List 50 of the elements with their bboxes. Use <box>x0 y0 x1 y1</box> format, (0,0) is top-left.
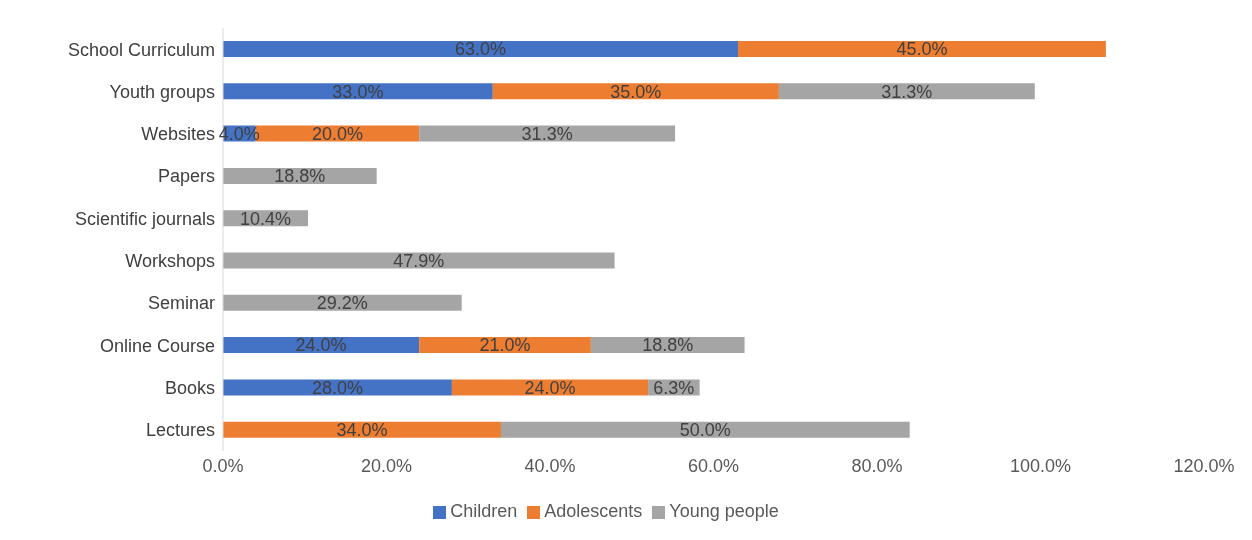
x-tick-label: 0.0% <box>202 455 244 476</box>
legend-label: Children <box>450 501 518 521</box>
y-tick-label: Workshops <box>125 251 215 272</box>
bar <box>492 83 779 100</box>
data-label: 6.3% <box>653 377 695 398</box>
y-tick-label: Seminar <box>147 293 215 314</box>
data-label: 45.0% <box>896 39 948 60</box>
x-tick-label: 40.0% <box>524 455 576 476</box>
data-label: 21.0% <box>479 335 531 356</box>
x-tick-label: 80.0% <box>851 455 903 476</box>
bar <box>223 294 462 311</box>
data-label: 35.0% <box>610 81 662 102</box>
data-label: 29.2% <box>316 293 368 314</box>
y-tick-label: Online Course <box>99 335 215 356</box>
data-label: 63.0% <box>454 39 507 60</box>
data-label: 34.0% <box>336 420 388 441</box>
x-tick-label: 120.0% <box>1173 455 1235 476</box>
data-label: 24.0% <box>524 377 576 398</box>
data-label: 31.3% <box>521 123 573 144</box>
bar <box>738 41 1106 57</box>
bar <box>778 83 1035 100</box>
data-label: 28.0% <box>311 377 363 398</box>
y-tick-label: School Curriculum <box>67 39 215 60</box>
bar <box>223 83 493 100</box>
data-label: 31.3% <box>881 81 933 102</box>
y-tick-label: Youth groups <box>109 81 215 102</box>
y-tick-label: Scientific journals <box>74 208 215 229</box>
y-tick-label: Lectures <box>145 420 215 441</box>
data-label: 18.8% <box>642 335 694 356</box>
y-tick-label: Books <box>164 377 215 398</box>
bar <box>223 379 452 396</box>
legend-label: Adolescents <box>544 501 643 521</box>
bar <box>223 41 739 57</box>
data-label: 33.0% <box>332 81 384 102</box>
bar <box>223 421 501 438</box>
y-tick-label: Websites <box>141 124 215 145</box>
data-label: 20.0% <box>311 123 363 144</box>
x-tick-label: 100.0% <box>1009 455 1072 476</box>
bar <box>419 125 676 142</box>
data-label: 47.9% <box>393 250 445 271</box>
data-label: 50.0% <box>679 420 731 441</box>
bar <box>500 421 910 438</box>
y-tick-label: Papers <box>157 166 215 187</box>
legend-label: Young people <box>669 501 779 521</box>
x-tick-label: 20.0% <box>360 455 413 476</box>
x-tick-label: 60.0% <box>687 455 740 476</box>
data-label: 18.8% <box>274 166 326 187</box>
bar <box>223 252 615 269</box>
data-label: 24.0% <box>295 335 347 356</box>
data-label: 10.4% <box>239 208 292 229</box>
